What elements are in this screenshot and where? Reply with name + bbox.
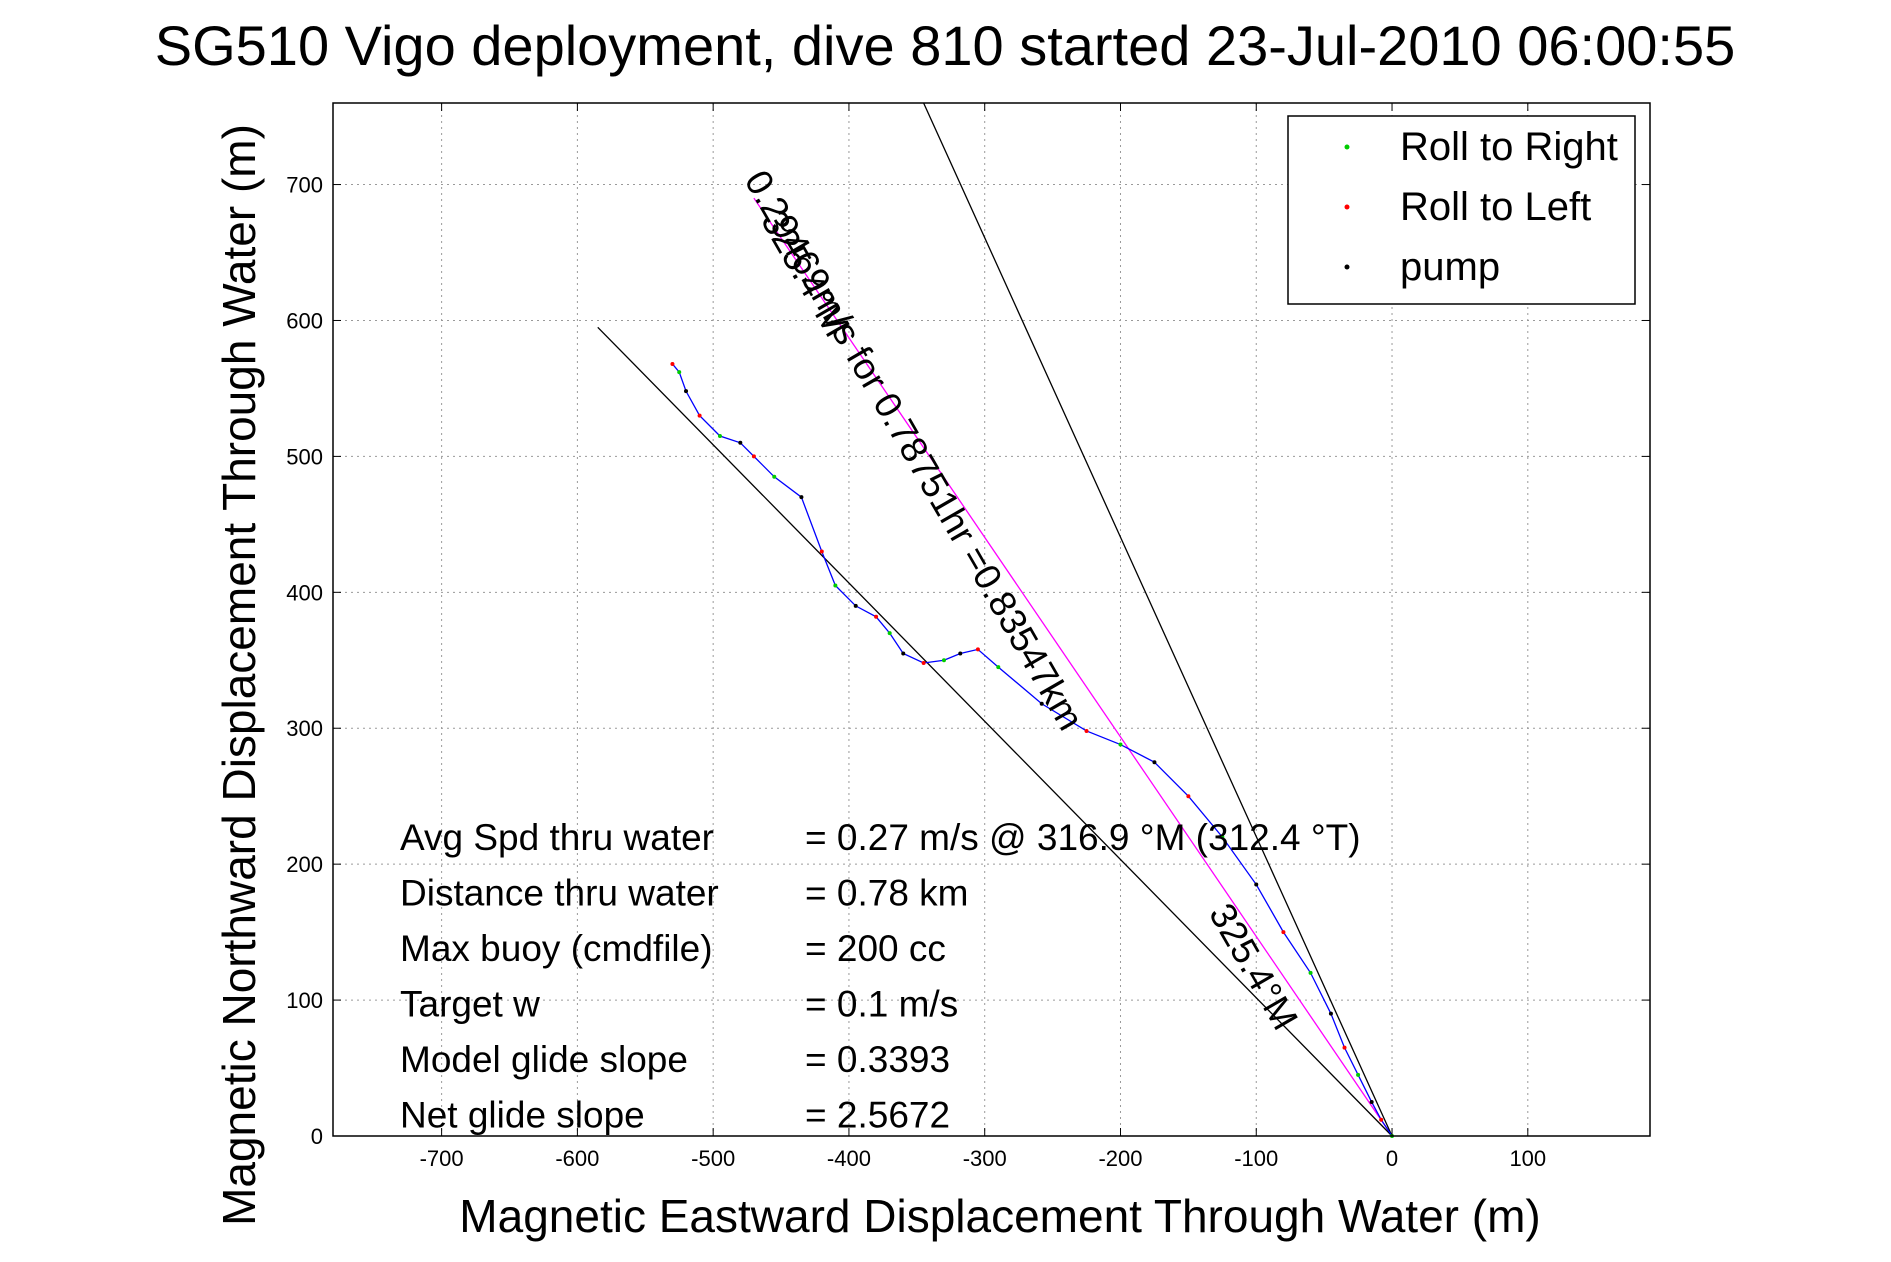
- x-tick-label: -300: [963, 1146, 1007, 1171]
- x-tick-label: 0: [1386, 1146, 1398, 1171]
- heading-line: [753, 197, 1393, 1137]
- chart-title: SG510 Vigo deployment, dive 810 started …: [155, 14, 1736, 77]
- track-point: [833, 583, 838, 588]
- track-point: [958, 651, 963, 656]
- track-point: [677, 370, 682, 375]
- stats-block: Avg Spd thru water = 0.27 m/s @ 316.9 °M …: [400, 817, 1361, 1136]
- track-point: [1084, 728, 1089, 733]
- stat-label: Model glide slope: [400, 1039, 688, 1080]
- y-tick-label: 600: [286, 308, 323, 333]
- track-point: [819, 549, 824, 554]
- track-point: [1186, 794, 1191, 799]
- y-tick-label: 200: [286, 852, 323, 877]
- stat-value: = 0.27 m/s @ 316.9 °M (312.4 °T): [805, 817, 1361, 858]
- x-tick-label: -200: [1098, 1146, 1142, 1171]
- stat-value: = 200 cc: [805, 928, 946, 969]
- x-tick-label: -500: [691, 1146, 735, 1171]
- legend-entry: Roll to Right: [1400, 125, 1618, 169]
- stat-value: = 2.5672: [805, 1095, 950, 1136]
- track-point: [975, 647, 980, 652]
- grid: [333, 103, 1650, 1137]
- y-tick-label: 100: [286, 988, 323, 1013]
- track-point: [697, 413, 702, 418]
- track-point: [1254, 882, 1259, 887]
- x-tick-label: -600: [555, 1146, 599, 1171]
- stat-label: Avg Spd thru water: [400, 817, 714, 858]
- track-point: [853, 603, 858, 608]
- x-tick-label: 100: [1509, 1146, 1546, 1171]
- heading-line: [597, 326, 1393, 1137]
- track-point: [1328, 1011, 1333, 1016]
- line-annotation: 325.4°M: [1201, 897, 1306, 1037]
- stat-label: Distance thru water: [400, 873, 719, 914]
- y-tick-label: 400: [286, 580, 323, 605]
- track-point: [1039, 701, 1044, 706]
- track-point: [901, 651, 906, 656]
- track-point: [1369, 1100, 1374, 1105]
- glider-track: [670, 361, 1395, 1138]
- legend-entry: Roll to Left: [1400, 185, 1591, 229]
- x-tick-label: -700: [420, 1146, 464, 1171]
- heading-line: [923, 102, 1393, 1137]
- track-point: [941, 658, 946, 663]
- y-tick-label: 700: [286, 173, 323, 198]
- track-point: [670, 361, 675, 366]
- track-point: [751, 454, 756, 459]
- track-point: [887, 631, 892, 636]
- track-point: [1152, 760, 1157, 765]
- legend-marker: [1344, 144, 1350, 150]
- stat-label: Net glide slope: [400, 1095, 645, 1136]
- track-point: [1308, 970, 1313, 975]
- legend-entry: pump: [1400, 245, 1500, 289]
- track-point: [996, 665, 1001, 670]
- track-point: [921, 660, 926, 665]
- stat-value: = 0.3393: [805, 1039, 950, 1080]
- track-point: [874, 614, 879, 619]
- track-point: [738, 440, 743, 445]
- track-point: [1281, 930, 1286, 935]
- stat-value: = 0.1 m/s: [805, 984, 958, 1025]
- stat-value: = 0.78 km: [805, 873, 969, 914]
- track-point: [799, 495, 804, 500]
- track-point: [717, 434, 722, 439]
- y-tick-label: 0: [311, 1124, 323, 1149]
- plot-frame: [332, 102, 1651, 1137]
- track-point: [1356, 1072, 1361, 1077]
- track-point: [772, 474, 777, 479]
- x-tick-label: -400: [827, 1146, 871, 1171]
- legend: Roll to Right Roll to Left pump: [1287, 115, 1636, 305]
- y-axis-label: Magnetic Northward Displacement Through …: [213, 124, 265, 1226]
- track-point: [684, 389, 689, 394]
- y-tick-label: 500: [286, 444, 323, 469]
- y-tick-label: 300: [286, 716, 323, 741]
- legend-marker: [1344, 264, 1350, 270]
- heading-lines: [597, 102, 1393, 1137]
- track-point: [1342, 1045, 1347, 1050]
- stat-label: Max buoy (cmdfile): [400, 928, 713, 969]
- x-axis-ticks: -700 -600 -500 -400 -300 -200 -100 0 100: [420, 103, 1546, 1171]
- x-axis-label: Magnetic Eastward Displacement Through W…: [459, 1190, 1540, 1242]
- track-point: [1118, 742, 1123, 747]
- track-point: [1379, 1117, 1384, 1122]
- track-point: [1220, 834, 1225, 839]
- stat-label: Target w: [400, 984, 540, 1025]
- x-tick-label: -100: [1234, 1146, 1278, 1171]
- legend-marker: [1344, 204, 1350, 210]
- y-axis-ticks: 0 100 200 300 400 500 600 700: [286, 173, 1650, 1149]
